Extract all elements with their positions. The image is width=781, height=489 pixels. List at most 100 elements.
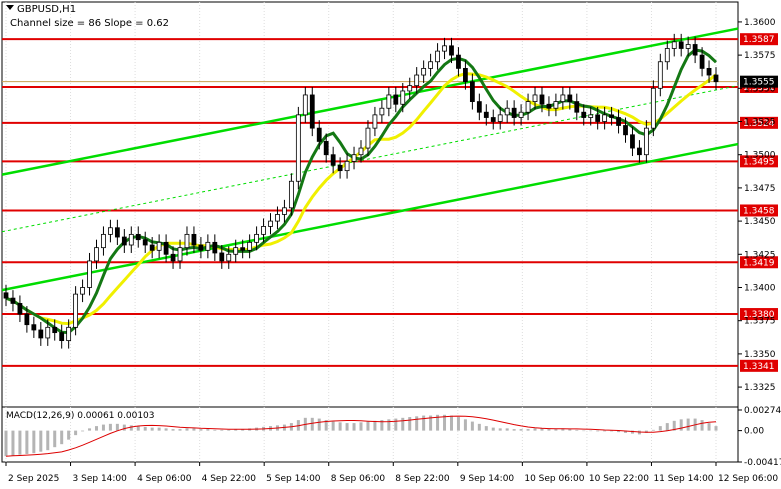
macd-histogram-bar xyxy=(331,421,335,431)
macd-histogram-bar xyxy=(39,430,43,452)
macd-histogram-bar xyxy=(4,430,8,457)
candle-body xyxy=(226,253,232,262)
collapse-arrow-icon[interactable] xyxy=(6,5,14,10)
x-tick-label: 2 Sep 2025 xyxy=(8,474,59,484)
macd-histogram-bar xyxy=(53,430,57,448)
candle-body xyxy=(17,303,23,315)
x-tick-label: 3 Sep 14:00 xyxy=(73,474,128,484)
candle-body xyxy=(10,297,16,304)
macd-histogram-bar xyxy=(401,417,405,431)
x-tick-label: 4 Sep 22:00 xyxy=(202,474,257,484)
macd-histogram-bar xyxy=(436,414,440,431)
candle-body xyxy=(309,94,315,129)
candle-body xyxy=(295,114,301,182)
level-price-box xyxy=(740,116,778,129)
macd-histogram-bar xyxy=(408,417,412,431)
candle-body xyxy=(643,127,649,156)
macd-histogram-bar xyxy=(213,429,217,431)
y-tick-label: 1.3575 xyxy=(744,51,776,61)
macd-histogram-bar xyxy=(470,421,474,431)
macd-histogram-bar xyxy=(310,417,314,431)
x-tick-label: 10 Sep 06:00 xyxy=(524,474,584,484)
candle-body xyxy=(94,247,99,262)
macd-histogram-bar xyxy=(241,429,245,431)
candle-body xyxy=(219,252,225,262)
candle-body xyxy=(330,154,336,166)
macd-histogram-bar xyxy=(484,426,488,431)
candle-body xyxy=(637,147,642,156)
candle-body xyxy=(87,260,92,288)
macd-tick-label: 0.00274 xyxy=(744,406,781,416)
macd-histogram-bar xyxy=(422,415,426,431)
candle-body xyxy=(532,94,538,102)
macd-histogram-bar xyxy=(658,426,662,431)
candle-body xyxy=(463,67,468,83)
candle-body xyxy=(449,45,454,56)
candle-body xyxy=(539,94,545,105)
candle-body xyxy=(657,61,663,89)
candle-body xyxy=(504,107,510,116)
macd-tick-label: -0.00417 xyxy=(744,458,781,468)
macd-histogram-bar xyxy=(359,422,363,431)
level-price-label: 1.3341 xyxy=(743,362,775,372)
macd-histogram-bar xyxy=(582,430,586,432)
macd-histogram-bar xyxy=(81,430,85,432)
macd-histogram-bar xyxy=(373,420,377,431)
macd-histogram-bar xyxy=(192,428,196,431)
candle-body xyxy=(414,74,420,87)
candle-body xyxy=(344,160,350,172)
candle-body xyxy=(24,313,30,326)
candle-body xyxy=(588,114,594,118)
macd-histogram-bar xyxy=(651,429,655,431)
candle-body xyxy=(45,326,51,339)
candle-body xyxy=(135,233,141,241)
candle-body xyxy=(560,94,566,102)
candle-body xyxy=(469,81,475,102)
candle-body xyxy=(184,233,190,249)
y-tick-label: 1.3375 xyxy=(744,317,776,327)
macd-histogram-bar xyxy=(366,421,370,431)
macd-histogram-bar xyxy=(491,427,495,431)
candle-body xyxy=(212,241,218,254)
level-price-box xyxy=(740,256,778,269)
candle-body xyxy=(609,114,614,118)
macd-histogram-bar xyxy=(88,428,92,431)
macd-histogram-bar xyxy=(227,429,231,431)
candle-body xyxy=(302,94,308,116)
candle-body xyxy=(52,326,58,334)
candle-body xyxy=(456,54,461,69)
macd-histogram-bar xyxy=(498,428,502,431)
y-tick-label: 1.3500 xyxy=(744,151,776,161)
candle-body xyxy=(316,127,322,142)
candle-body xyxy=(671,41,677,49)
macd-histogram-bar xyxy=(60,430,64,445)
macd-histogram-bar xyxy=(526,429,530,431)
candle-body xyxy=(372,114,378,129)
candle-body xyxy=(574,101,580,113)
macd-histogram-bar xyxy=(505,428,509,431)
channel-upper-line xyxy=(1,27,739,176)
macd-histogram-bar xyxy=(589,430,593,432)
candle-body xyxy=(664,48,670,63)
x-tick-label: 11 Sep 14:00 xyxy=(653,474,713,484)
candle-body xyxy=(31,324,37,331)
macd-histogram-bar xyxy=(665,423,669,431)
macd-histogram-bar xyxy=(630,430,634,434)
macd-histogram-bar xyxy=(234,429,238,431)
macd-histogram-bar xyxy=(150,427,154,431)
candle-body xyxy=(149,244,155,251)
macd-histogram-bar xyxy=(18,430,22,455)
level-price-box xyxy=(740,308,778,321)
macd-histogram-bar xyxy=(463,419,467,431)
candle-body xyxy=(483,111,489,118)
candle-body xyxy=(177,247,183,262)
candle-body xyxy=(706,67,712,76)
macd-histogram-bar xyxy=(568,429,572,431)
macd-histogram-bar xyxy=(547,429,551,431)
y-tick-label: 1.3400 xyxy=(744,283,776,293)
macd-histogram-bar xyxy=(512,429,516,431)
chart-symbol: GBPUSD,H1 xyxy=(17,4,76,15)
candle-body xyxy=(699,54,705,69)
macd-histogram-bar xyxy=(610,430,614,432)
